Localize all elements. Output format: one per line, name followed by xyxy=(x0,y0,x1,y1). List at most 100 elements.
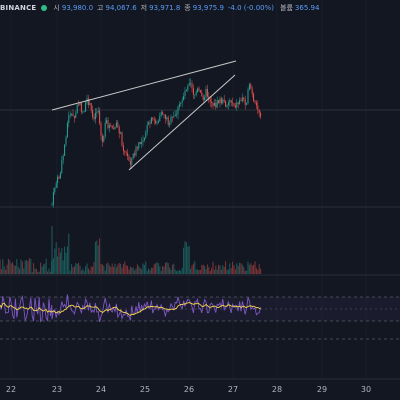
volume-bar xyxy=(2,259,4,274)
candle xyxy=(62,155,64,161)
trendline-lower[interactable] xyxy=(128,74,236,171)
volume-bar xyxy=(202,264,204,274)
time-axis-label: 27 xyxy=(227,385,239,394)
volume-bar xyxy=(227,269,229,274)
candle xyxy=(233,103,235,106)
volume-bar xyxy=(111,263,113,274)
volume-bar xyxy=(134,270,136,274)
volume-bar xyxy=(52,258,54,274)
open-value: 93,980.0 xyxy=(61,4,94,12)
candle xyxy=(55,183,57,188)
candle xyxy=(125,152,127,154)
candle xyxy=(173,116,175,117)
candle xyxy=(218,100,220,104)
volume-bar xyxy=(35,268,37,274)
volume-bar xyxy=(40,262,42,274)
volume-bar xyxy=(71,264,73,274)
volume-bar xyxy=(169,267,171,274)
volume-bar xyxy=(205,269,207,274)
candle xyxy=(188,83,190,86)
volume-bar xyxy=(103,265,105,274)
volume-bar xyxy=(184,241,186,274)
volume-bar xyxy=(14,265,16,274)
candle xyxy=(152,117,154,119)
candle xyxy=(211,102,213,104)
volume-bar xyxy=(260,268,262,274)
volume-bar xyxy=(93,261,95,274)
candle xyxy=(171,116,173,118)
candle xyxy=(157,121,159,123)
volume-bar xyxy=(44,263,46,274)
candle xyxy=(106,120,108,123)
time-axis-label: 24 xyxy=(95,385,107,394)
time-axis[interactable]: 22 23 24 25 26 27 28 29 30 xyxy=(0,380,400,400)
candle xyxy=(170,116,172,124)
volume-bar xyxy=(171,264,173,274)
candle xyxy=(162,112,164,115)
candle xyxy=(240,100,242,101)
volume-bar xyxy=(124,261,126,274)
candle xyxy=(159,116,161,122)
volume-bar xyxy=(99,238,101,274)
candle xyxy=(52,192,54,205)
volume-bar xyxy=(160,270,162,274)
volume-bar xyxy=(107,262,109,274)
volume-bar xyxy=(222,265,224,274)
candle xyxy=(69,114,71,116)
volume-bar xyxy=(48,268,50,274)
candle xyxy=(120,132,122,134)
volume-bar xyxy=(142,263,144,274)
volume-bar xyxy=(173,263,175,274)
volume-bar xyxy=(42,264,44,274)
volume-bar xyxy=(198,269,200,274)
volume-bar xyxy=(20,259,22,274)
volume-bar xyxy=(13,265,15,274)
volume-bar xyxy=(244,270,246,274)
volume-bar xyxy=(90,266,92,274)
candle xyxy=(226,105,228,107)
candle xyxy=(192,88,194,95)
time-axis-label: 26 xyxy=(183,385,195,394)
exchange-label: BINANCE xyxy=(0,4,37,12)
volume-bar xyxy=(185,242,187,274)
candle xyxy=(90,103,92,110)
rsi-line xyxy=(0,294,262,323)
candle xyxy=(111,125,113,129)
volume-bar xyxy=(188,245,190,274)
candle xyxy=(82,111,84,113)
candle xyxy=(236,102,238,108)
volume-bar xyxy=(33,263,35,274)
time-axis-label: 28 xyxy=(271,385,283,394)
candle xyxy=(71,114,73,115)
volume-bars xyxy=(0,226,262,274)
candle xyxy=(257,105,259,110)
candle xyxy=(184,90,186,97)
volume-bar xyxy=(65,252,67,274)
volume-bar xyxy=(5,269,7,274)
volume-bar xyxy=(57,256,59,274)
volume-bar xyxy=(6,264,8,274)
volume-bar xyxy=(163,266,165,274)
candle xyxy=(187,85,189,91)
candle xyxy=(138,142,140,149)
candle xyxy=(225,101,227,107)
volume-bar xyxy=(113,266,115,274)
candle xyxy=(239,100,241,104)
volume-bar xyxy=(159,266,161,274)
volume-bar xyxy=(127,265,129,274)
candle xyxy=(163,114,165,116)
volume-bar xyxy=(258,264,260,274)
volume-bar xyxy=(199,270,201,274)
candle xyxy=(114,126,116,130)
time-axis-label: 23 xyxy=(51,385,63,394)
trendline-upper[interactable] xyxy=(51,60,237,111)
volume-bar xyxy=(170,270,172,274)
candle xyxy=(75,113,77,118)
volume-bar xyxy=(143,264,145,274)
candle xyxy=(243,97,245,100)
candle xyxy=(93,116,95,120)
volume-bar xyxy=(223,266,225,274)
candle xyxy=(169,123,171,125)
